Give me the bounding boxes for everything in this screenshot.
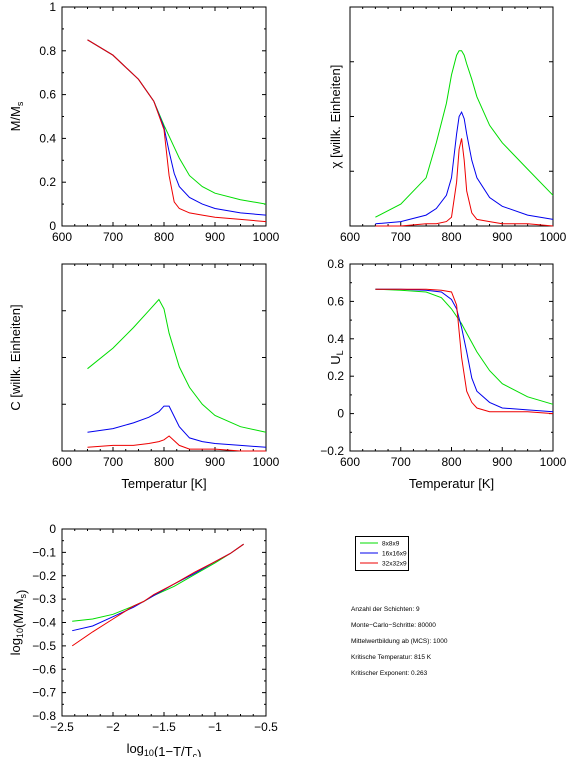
y-axis-label: log10(M/Ms) [8,590,29,656]
info-averaging: Mittelwertbildung ab (MCS): 1000 [351,638,448,645]
x-tick-label: 700 [391,455,411,469]
x-tick-label: 1000 [253,455,280,469]
series-line-32x32x9 [375,288,554,415]
y-tick-label: 0 [49,219,56,233]
x-tick-label: 700 [103,230,123,244]
y-tick-label: 0.8 [39,44,56,58]
info-critical-exponent: Kritischer Exponent: 0.263 [351,670,428,677]
x-tick-label: −2 [106,720,120,734]
x-tick-label: 800 [441,455,461,469]
legend-label: 32x32x9 [382,561,407,568]
y-tick-label: 0.6 [39,88,56,102]
y-tick-label: 0 [49,522,56,536]
series-line-16x16x9 [87,405,267,448]
series-line-8x8x9 [375,50,554,218]
chart-susceptibility: 600 700 800 900 1000 χ [willk. Einheiten] [328,6,567,244]
x-tick-label: −1.5 [152,720,176,734]
series-line-8x8x9 [375,288,554,405]
series-line-32x32x9 [87,435,266,452]
y-tick-label: −0.7 [32,686,56,700]
series-line-32x32x9 [71,543,244,647]
x-tick-label: 800 [154,230,174,244]
y-tick-label: −0.1 [32,545,56,559]
x-tick-label: 900 [205,230,225,244]
legend-label: 16x16x9 [382,551,407,558]
chart-loglog: −2.5 −2 −1.5 −1 −0.5 −0.8 −0.7 −0.6 −0.5 −0.4 −0.3… [8,522,278,757]
x-tick-label: 600 [52,455,72,469]
x-tick-label: 700 [103,455,123,469]
x-tick-label: 600 [340,455,360,469]
y-axis-label: C [willk. Einheiten] [8,304,23,410]
y-tick-label: 0 [337,407,344,421]
y-tick-label: −0.6 [32,662,56,676]
y-tick-label: −0.4 [32,616,56,630]
x-tick-label: 800 [441,230,461,244]
y-tick-label: 0.8 [327,257,344,271]
x-tick-label: 700 [391,230,411,244]
y-axis-label: M/Ms [8,101,25,131]
x-tick-label: 900 [205,455,225,469]
x-axis-label: log10(1−T/Tc) [127,741,202,757]
y-axis-label: UL [328,350,345,364]
y-tick-label: 0.2 [39,175,56,189]
y-tick-label: −0.2 [32,569,56,583]
x-tick-label: 1000 [540,455,567,469]
series-line-32x32x9 [87,39,267,223]
series-line-8x8x9 [87,298,267,433]
x-tick-label: 900 [492,455,512,469]
y-tick-label: −0.2 [320,444,344,458]
info-critical-temperature: Kritische Temperatur: 815 K [351,654,432,661]
x-axis-label: Temperatur [K] [121,476,206,491]
info-layers: Anzahl der Schichten: 9 [351,606,420,613]
y-tick-label: 1 [49,0,56,14]
y-axis-label: χ [willk. Einheiten] [328,65,343,169]
x-tick-label: 800 [154,455,174,469]
y-tick-label: −0.5 [32,639,56,653]
x-tick-label: −1 [208,720,222,734]
y-tick-label: 0.4 [39,131,56,145]
series-line-32x32x9 [375,138,554,227]
series-line-16x16x9 [375,288,554,413]
x-tick-label: 600 [340,230,360,244]
info-mcs: Monte−Carlo−Schritte: 80000 [351,622,436,629]
x-tick-label: 900 [492,230,512,244]
x-tick-label: 600 [52,230,72,244]
y-tick-label: 0.6 [327,294,344,308]
x-axis-label: Temperatur [K] [409,476,494,491]
y-tick-label: −0.3 [32,592,56,606]
x-tick-label: 1000 [253,230,280,244]
x-tick-label: 1000 [540,230,567,244]
chart-heat_capacity: 600 700 800 900 1000 Temperatur [K] C [willk. … [8,263,280,491]
y-tick-label: −0.8 [32,709,56,723]
chart-binder_cumulant: 600 700 800 900 1000 −0.2 0 0.2 0.4 0.6 0.8 Tempera… [320,257,566,491]
legend-label: 8x8x9 [382,541,400,548]
y-tick-label: 0.2 [327,369,344,383]
chart-magnetization: 600 700 800 900 1000 0 0.2 0.4 0.6 0.8 1 M/Ms [8,0,280,244]
x-tick-label: −2.5 [50,720,74,734]
x-tick-label: −0.5 [254,720,278,734]
series-line-16x16x9 [375,110,554,225]
y-tick-label: 0.4 [327,332,344,346]
